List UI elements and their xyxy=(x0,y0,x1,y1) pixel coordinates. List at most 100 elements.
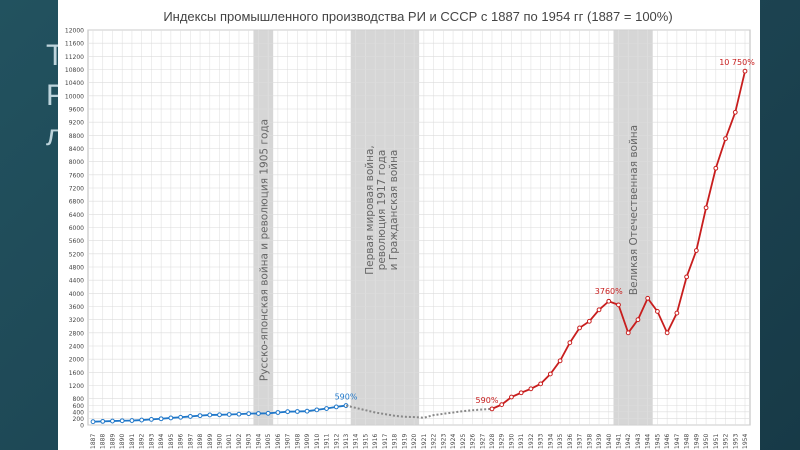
data-point xyxy=(518,390,524,396)
x-tick-label: 1928 xyxy=(489,434,496,449)
x-tick-label: 1892 xyxy=(139,434,146,449)
x-tick-label: 1898 xyxy=(197,434,204,449)
data-point xyxy=(664,330,670,336)
data-point xyxy=(275,410,281,415)
x-tick-label: 1912 xyxy=(333,434,340,449)
x-tick-label: 1929 xyxy=(499,434,506,449)
y-tick-label: 4000 xyxy=(69,291,84,298)
data-point xyxy=(684,274,690,280)
x-tick-label: 1921 xyxy=(421,434,428,449)
y-tick-label: 7600 xyxy=(69,172,84,179)
y-tick-label: 10000 xyxy=(65,93,84,100)
y-tick-label: 12000 xyxy=(65,28,84,35)
y-tick-label: 2800 xyxy=(69,330,84,337)
y-tick-label: 8800 xyxy=(69,133,84,140)
data-point xyxy=(713,165,719,171)
data-point xyxy=(567,340,573,346)
data-point xyxy=(693,248,699,253)
x-tick-label: 1939 xyxy=(596,434,603,449)
data-point xyxy=(304,408,310,414)
x-tick-label: 1896 xyxy=(178,434,185,449)
period-label-2: Первая мировая война,революция 1917 года… xyxy=(364,145,400,274)
x-tick-label: 1910 xyxy=(314,434,321,449)
y-tick-label: 8000 xyxy=(69,159,84,166)
period-label-line: Великая Отечественная война xyxy=(628,125,640,295)
x-tick-label: 1935 xyxy=(557,434,564,449)
x-tick-label: 1902 xyxy=(236,434,243,449)
data-point xyxy=(148,417,154,422)
x-tick-label: 1941 xyxy=(615,434,622,449)
data-point xyxy=(489,406,495,412)
data-point xyxy=(129,418,135,423)
x-tick-label: 1907 xyxy=(285,434,292,449)
x-tick-label: 1920 xyxy=(411,434,418,449)
period-label-1: Русско-японская война и революция 1905 г… xyxy=(258,119,270,381)
data-point xyxy=(655,309,660,314)
chart-title: Индексы промышленного производства РИ и … xyxy=(163,9,672,24)
x-tick-label: 1952 xyxy=(723,434,730,449)
data-point xyxy=(703,205,709,211)
x-tick-label: 1900 xyxy=(217,434,224,449)
data-point xyxy=(674,310,680,316)
x-tick-label: 1947 xyxy=(674,434,681,449)
x-tick-label: 1914 xyxy=(353,434,360,449)
data-point xyxy=(285,409,291,415)
series-line-2 xyxy=(345,404,493,419)
y-tick-label: 7200 xyxy=(69,186,84,193)
x-tick-label: 1899 xyxy=(207,434,214,449)
x-tick-label: 1948 xyxy=(684,434,691,449)
x-tick-label: 1891 xyxy=(129,434,136,449)
y-tick-label: 6000 xyxy=(69,225,84,232)
x-tick-label: 1904 xyxy=(255,434,262,449)
y-tick-label: 1200 xyxy=(69,383,84,390)
data-point xyxy=(217,412,222,418)
data-point xyxy=(547,371,553,377)
period-label-3: Великая Отечественная война xyxy=(628,125,640,295)
x-tick-label: 1924 xyxy=(450,434,457,449)
x-tick-label: 1945 xyxy=(654,434,661,449)
data-point xyxy=(742,68,748,74)
period-label-line: Первая мировая война, xyxy=(364,145,376,274)
y-tick-label: 9600 xyxy=(69,107,84,114)
y-tick-label: 0 xyxy=(80,423,84,430)
x-tick-label: 1950 xyxy=(703,434,710,449)
x-tick-label: 1940 xyxy=(606,434,613,449)
x-tick-label: 1951 xyxy=(713,434,720,449)
x-tick-label: 1937 xyxy=(577,434,584,449)
y-tick-label: 200 xyxy=(73,416,85,423)
x-tick-label: 1934 xyxy=(547,434,554,449)
x-tick-label: 1943 xyxy=(635,434,642,449)
data-annotation: 10 750% xyxy=(719,58,755,67)
x-tick-label: 1895 xyxy=(168,434,175,449)
y-tick-label: 11600 xyxy=(65,41,84,48)
y-tick-label: 1600 xyxy=(69,370,84,377)
data-point xyxy=(732,109,738,115)
x-tick-label: 1888 xyxy=(100,434,107,449)
y-tick-label: 3200 xyxy=(69,317,84,324)
x-tick-label: 1894 xyxy=(158,434,165,449)
x-tick-label: 1922 xyxy=(431,434,438,449)
y-tick-label: 10400 xyxy=(65,80,84,87)
x-tick-label: 1936 xyxy=(567,434,574,449)
data-point xyxy=(119,418,125,424)
data-point xyxy=(616,302,621,308)
x-tick-label: 1915 xyxy=(362,434,369,449)
y-tick-label: 5600 xyxy=(69,238,84,245)
x-tick-label: 1893 xyxy=(148,434,155,449)
data-point xyxy=(178,414,183,420)
data-point xyxy=(246,411,252,417)
y-tick-label: 8400 xyxy=(69,146,84,153)
data-point xyxy=(236,411,242,417)
x-tick-label: 1923 xyxy=(440,434,447,449)
period-label-line: революция 1917 года xyxy=(376,150,388,271)
y-tick-label: 10800 xyxy=(65,67,84,74)
data-point xyxy=(256,411,261,416)
data-point xyxy=(158,416,164,422)
data-point xyxy=(324,406,329,411)
x-tick-label: 1930 xyxy=(508,434,515,449)
data-point xyxy=(509,394,514,400)
y-tick-label: 11200 xyxy=(65,54,84,61)
x-tick-label: 1949 xyxy=(693,434,700,449)
y-tick-label: 4400 xyxy=(69,278,84,285)
y-tick-label: 600 xyxy=(73,403,85,410)
